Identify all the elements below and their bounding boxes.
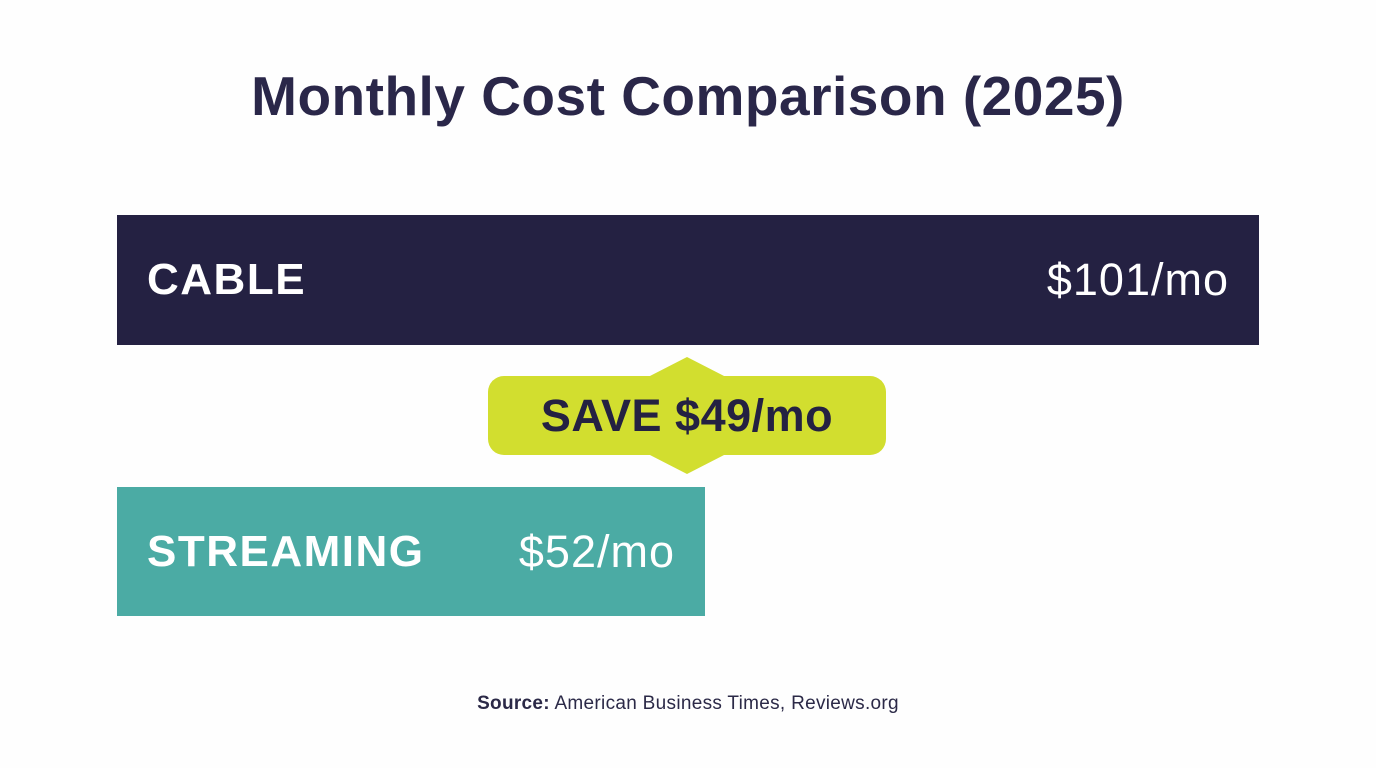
source-prefix: Source: — [477, 693, 550, 714]
savings-badge-label: SAVE $49/mo — [540, 389, 834, 441]
source-text: American Business Times, Reviews.org — [554, 693, 899, 714]
cable-bar-value: $101/mo — [1046, 254, 1229, 305]
streaming-bar-label: STREAMING — [147, 526, 425, 576]
savings-badge: SAVE $49/mo — [488, 357, 886, 474]
chart-title: Monthly Cost Comparison (2025) — [251, 65, 1125, 127]
badge-arrow-down-icon — [648, 454, 726, 474]
source-citation: Source: American Business Times, Reviews… — [0, 693, 1376, 715]
badge-arrow-up-icon — [648, 357, 726, 377]
cable-bar: CABLE $101/mo — [117, 215, 1259, 345]
streaming-bar: STREAMING $52/mo — [117, 487, 705, 616]
cable-bar-label: CABLE — [147, 255, 307, 304]
streaming-bar-value: $52/mo — [518, 525, 675, 577]
